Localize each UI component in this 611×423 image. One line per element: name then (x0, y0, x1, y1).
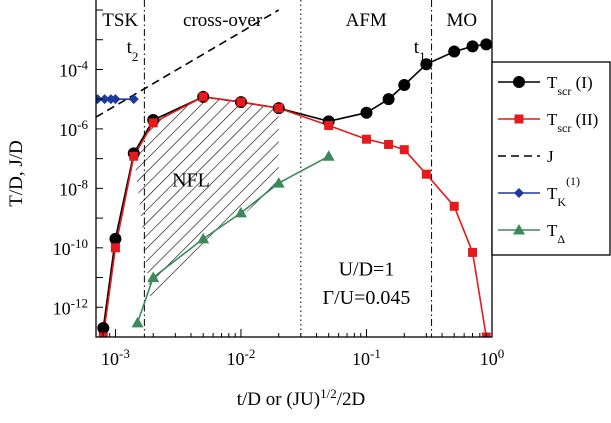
legend-label-t-scr-ii: Tscr (II) (547, 110, 598, 135)
data-point-t-δ-0 (131, 316, 144, 328)
data-point-t-k-4 (128, 94, 139, 105)
data-point-t-scr-ii-9 (384, 139, 394, 149)
x-tick-label--1: 10-1 (352, 346, 381, 370)
data-point-t-scr-i-13 (466, 40, 479, 53)
series-line-j (96, 9, 280, 118)
y-tick-label--4: 10-4 (59, 57, 88, 81)
data-point-t-δ-2 (197, 232, 210, 244)
data-point-t-scr-i-8 (360, 106, 373, 119)
legend-marker-t-δ (513, 224, 525, 235)
legend-marker-t-k (514, 188, 524, 198)
x-tick-label--2: 10-2 (227, 346, 256, 370)
x-axis-label: t/D or (JU)1/2/2D (237, 386, 366, 411)
nfl-label: NFL (172, 169, 210, 191)
data-point-t-scr-i-10 (398, 78, 411, 91)
separator-label-t1: t1 (414, 37, 426, 64)
data-point-t-scr-i-9 (382, 93, 395, 106)
data-point-t-scr-ii-13 (468, 247, 478, 257)
data-point-t-scr-ii-6 (274, 103, 284, 113)
data-point-t-scr-ii-7 (324, 121, 334, 131)
data-point-t-scr-ii-5 (236, 97, 246, 107)
data-point-t-scr-ii-12 (449, 201, 459, 211)
data-point-t-scr-ii-3 (148, 118, 158, 128)
annotation-gamma-over-u: Γ/U=0.045 (323, 287, 411, 309)
legend-label-t-scr-i: Tscr (I) (547, 73, 593, 98)
legend-marker-t-scr-i (513, 76, 525, 88)
region-label-tsk: TSK (102, 10, 138, 31)
region-label-afm: AFM (346, 10, 387, 31)
legend-label-t-k: TK(1) (547, 174, 580, 209)
data-point-t-scr-ii-8 (361, 134, 371, 144)
annotation-u-over-d: U/D=1 (339, 259, 395, 281)
data-point-t-scr-i-12 (448, 45, 461, 58)
data-point-t-δ-5 (322, 150, 335, 161)
series-line-t-δ (136, 155, 330, 324)
legend-marker-t-scr-ii (514, 114, 524, 124)
y-tick-label--6: 10-6 (59, 116, 88, 140)
data-point-t-scr-ii-10 (399, 145, 409, 155)
region-label-crossover: cross-over (183, 10, 263, 31)
x-tick-label-0: 100 (480, 346, 505, 370)
data-point-t-scr-i-1 (109, 232, 122, 245)
data-point-t-scr-ii-1 (110, 243, 120, 253)
nfl-hatched-region (133, 96, 279, 299)
y-tick-label--10: 10-10 (53, 235, 88, 259)
data-point-t-scr-ii-4 (198, 92, 208, 102)
data-point-t-scr-i-11 (420, 58, 433, 71)
data-point-t-δ-3 (234, 206, 247, 218)
data-point-t-k-3 (110, 94, 121, 105)
separator-label-t2: t2 (127, 37, 139, 64)
legend-label-j: J (547, 147, 554, 166)
data-point-t-scr-i-14 (480, 38, 492, 51)
data-point-t-scr-i-0 (97, 322, 110, 335)
region-label-mo: MO (446, 10, 477, 31)
data-point-t-scr-ii-2 (129, 151, 139, 161)
data-point-t-k-1 (99, 94, 110, 105)
y-tick-label--12: 10-12 (53, 295, 88, 319)
legend-label-t-δ: TΔ (547, 221, 565, 246)
legend-box (491, 61, 611, 256)
data-point-t-scr-ii-11 (421, 169, 431, 179)
y-tick-label--8: 10-8 (59, 176, 88, 200)
x-tick-label--3: 10-3 (101, 346, 130, 370)
data-point-t-δ-1 (147, 271, 160, 283)
y-axis-label: T/D, J/D (6, 140, 27, 207)
data-point-t-δ-4 (272, 177, 285, 188)
